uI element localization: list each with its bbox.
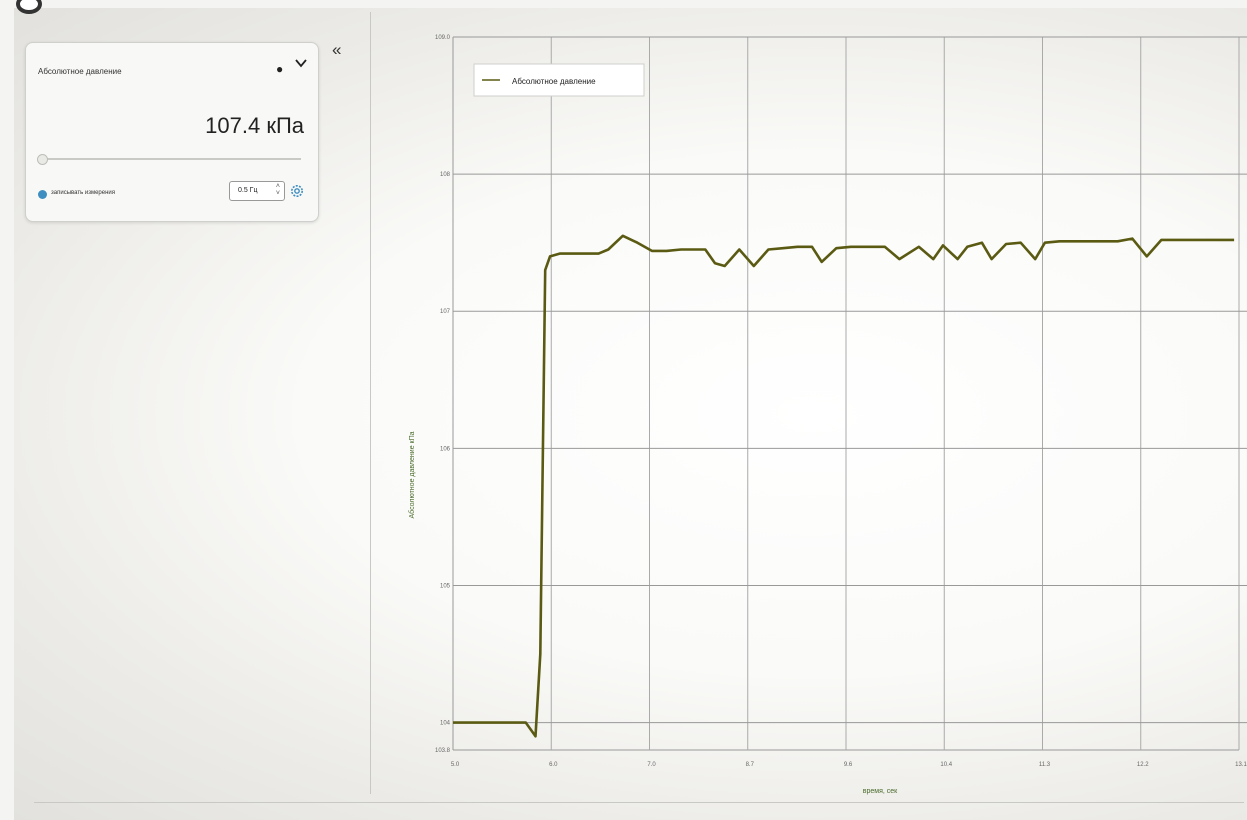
y-tick-label: 108 bbox=[440, 172, 451, 178]
range-slider-track[interactable] bbox=[41, 158, 301, 160]
y-tick-label: 105 bbox=[440, 583, 451, 589]
legend-label: Абсолютное давление bbox=[512, 77, 596, 86]
x-axis-title: время, сек bbox=[863, 788, 898, 795]
x-tick-label: 9.6 bbox=[844, 762, 853, 768]
frequency-select[interactable]: 0.5 Гц ˄ ˅ bbox=[229, 181, 285, 201]
legend: Абсолютное давление bbox=[473, 63, 645, 97]
y-tick-label: 106 bbox=[440, 446, 451, 452]
x-tick-label: 6.0 bbox=[549, 762, 558, 768]
y-axis-title: Абсолютное давление кПа bbox=[408, 431, 416, 518]
panel-divider bbox=[370, 12, 371, 794]
record-label: записывать измерения bbox=[51, 190, 116, 196]
range-slider-knob[interactable] bbox=[37, 154, 48, 165]
x-tick-label: 12.2 bbox=[1137, 762, 1149, 768]
y-tick-label: 103.8 bbox=[435, 748, 451, 754]
x-tick-label: 8.7 bbox=[746, 762, 755, 768]
sensor-card: Абсолютное давление ● 107.4 кПа записыва… bbox=[25, 42, 319, 222]
x-tick-label: 13.1 bbox=[1235, 762, 1247, 768]
series-line bbox=[453, 234, 1235, 738]
x-tick-label: 5.0 bbox=[451, 762, 460, 768]
x-tick-label: 10.4 bbox=[940, 762, 952, 768]
sensor-title: Абсолютное давление bbox=[38, 67, 122, 76]
y-tick-label: 104 bbox=[440, 721, 451, 727]
frequency-value: 0.5 Гц bbox=[238, 187, 258, 194]
stepper-arrows-icon[interactable]: ˄ ˅ bbox=[275, 183, 280, 197]
sensor-value: 107.4 кПа bbox=[205, 113, 304, 138]
record-toggle[interactable] bbox=[38, 190, 47, 199]
y-tick-label: 107 bbox=[440, 309, 451, 315]
collapse-panel-button[interactable]: « bbox=[332, 40, 342, 59]
gear-icon[interactable] bbox=[289, 183, 305, 199]
y-tick-label: 109.0 bbox=[435, 35, 451, 41]
bottom-divider bbox=[34, 802, 1244, 803]
x-tick-label: 11.3 bbox=[1039, 762, 1051, 768]
sensor-status-dot: ● bbox=[276, 62, 284, 76]
chevron-down-icon[interactable] bbox=[294, 56, 308, 70]
x-tick-label: 7.0 bbox=[647, 762, 656, 768]
app-logo-icon bbox=[16, 0, 42, 14]
